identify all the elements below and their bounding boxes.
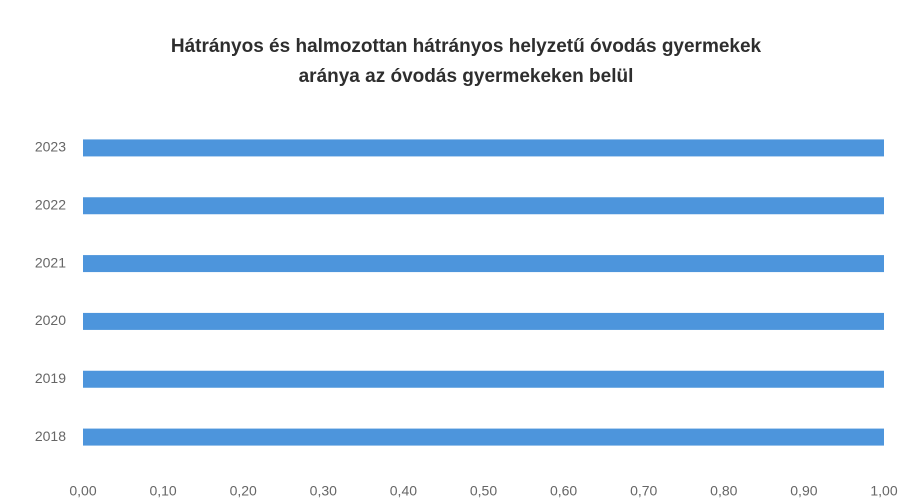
y-tick-label: 2018 [35, 428, 66, 444]
x-tick-label: 0,30 [310, 483, 337, 499]
bar [83, 370, 884, 388]
x-tick-label: 1,00 [870, 483, 897, 499]
bar [83, 197, 884, 215]
x-tick-label: 0,50 [470, 483, 497, 499]
bar [83, 255, 884, 273]
chart-title: aránya az óvodás gyermekeken belül [299, 66, 634, 87]
y-tick-label: 2020 [35, 312, 66, 328]
bar [83, 139, 884, 157]
x-tick-label: 0,40 [390, 483, 417, 499]
x-tick-label: 0,00 [69, 483, 96, 499]
y-tick-label: 2021 [35, 254, 66, 270]
bar [83, 428, 884, 446]
y-tick-label: 2022 [35, 196, 66, 212]
y-tick-label: 2019 [35, 370, 66, 386]
x-tick-label: 0,70 [630, 483, 657, 499]
x-tick-label: 0,10 [149, 483, 176, 499]
y-tick-label: 2023 [35, 139, 66, 155]
x-tick-label: 0,80 [710, 483, 737, 499]
chart-title: Hátrányos és halmozottan hátrányos helyz… [171, 36, 762, 57]
x-tick-label: 0,20 [230, 483, 257, 499]
bar [83, 312, 884, 330]
x-tick-label: 0,90 [790, 483, 817, 499]
x-tick-label: 0,60 [550, 483, 577, 499]
